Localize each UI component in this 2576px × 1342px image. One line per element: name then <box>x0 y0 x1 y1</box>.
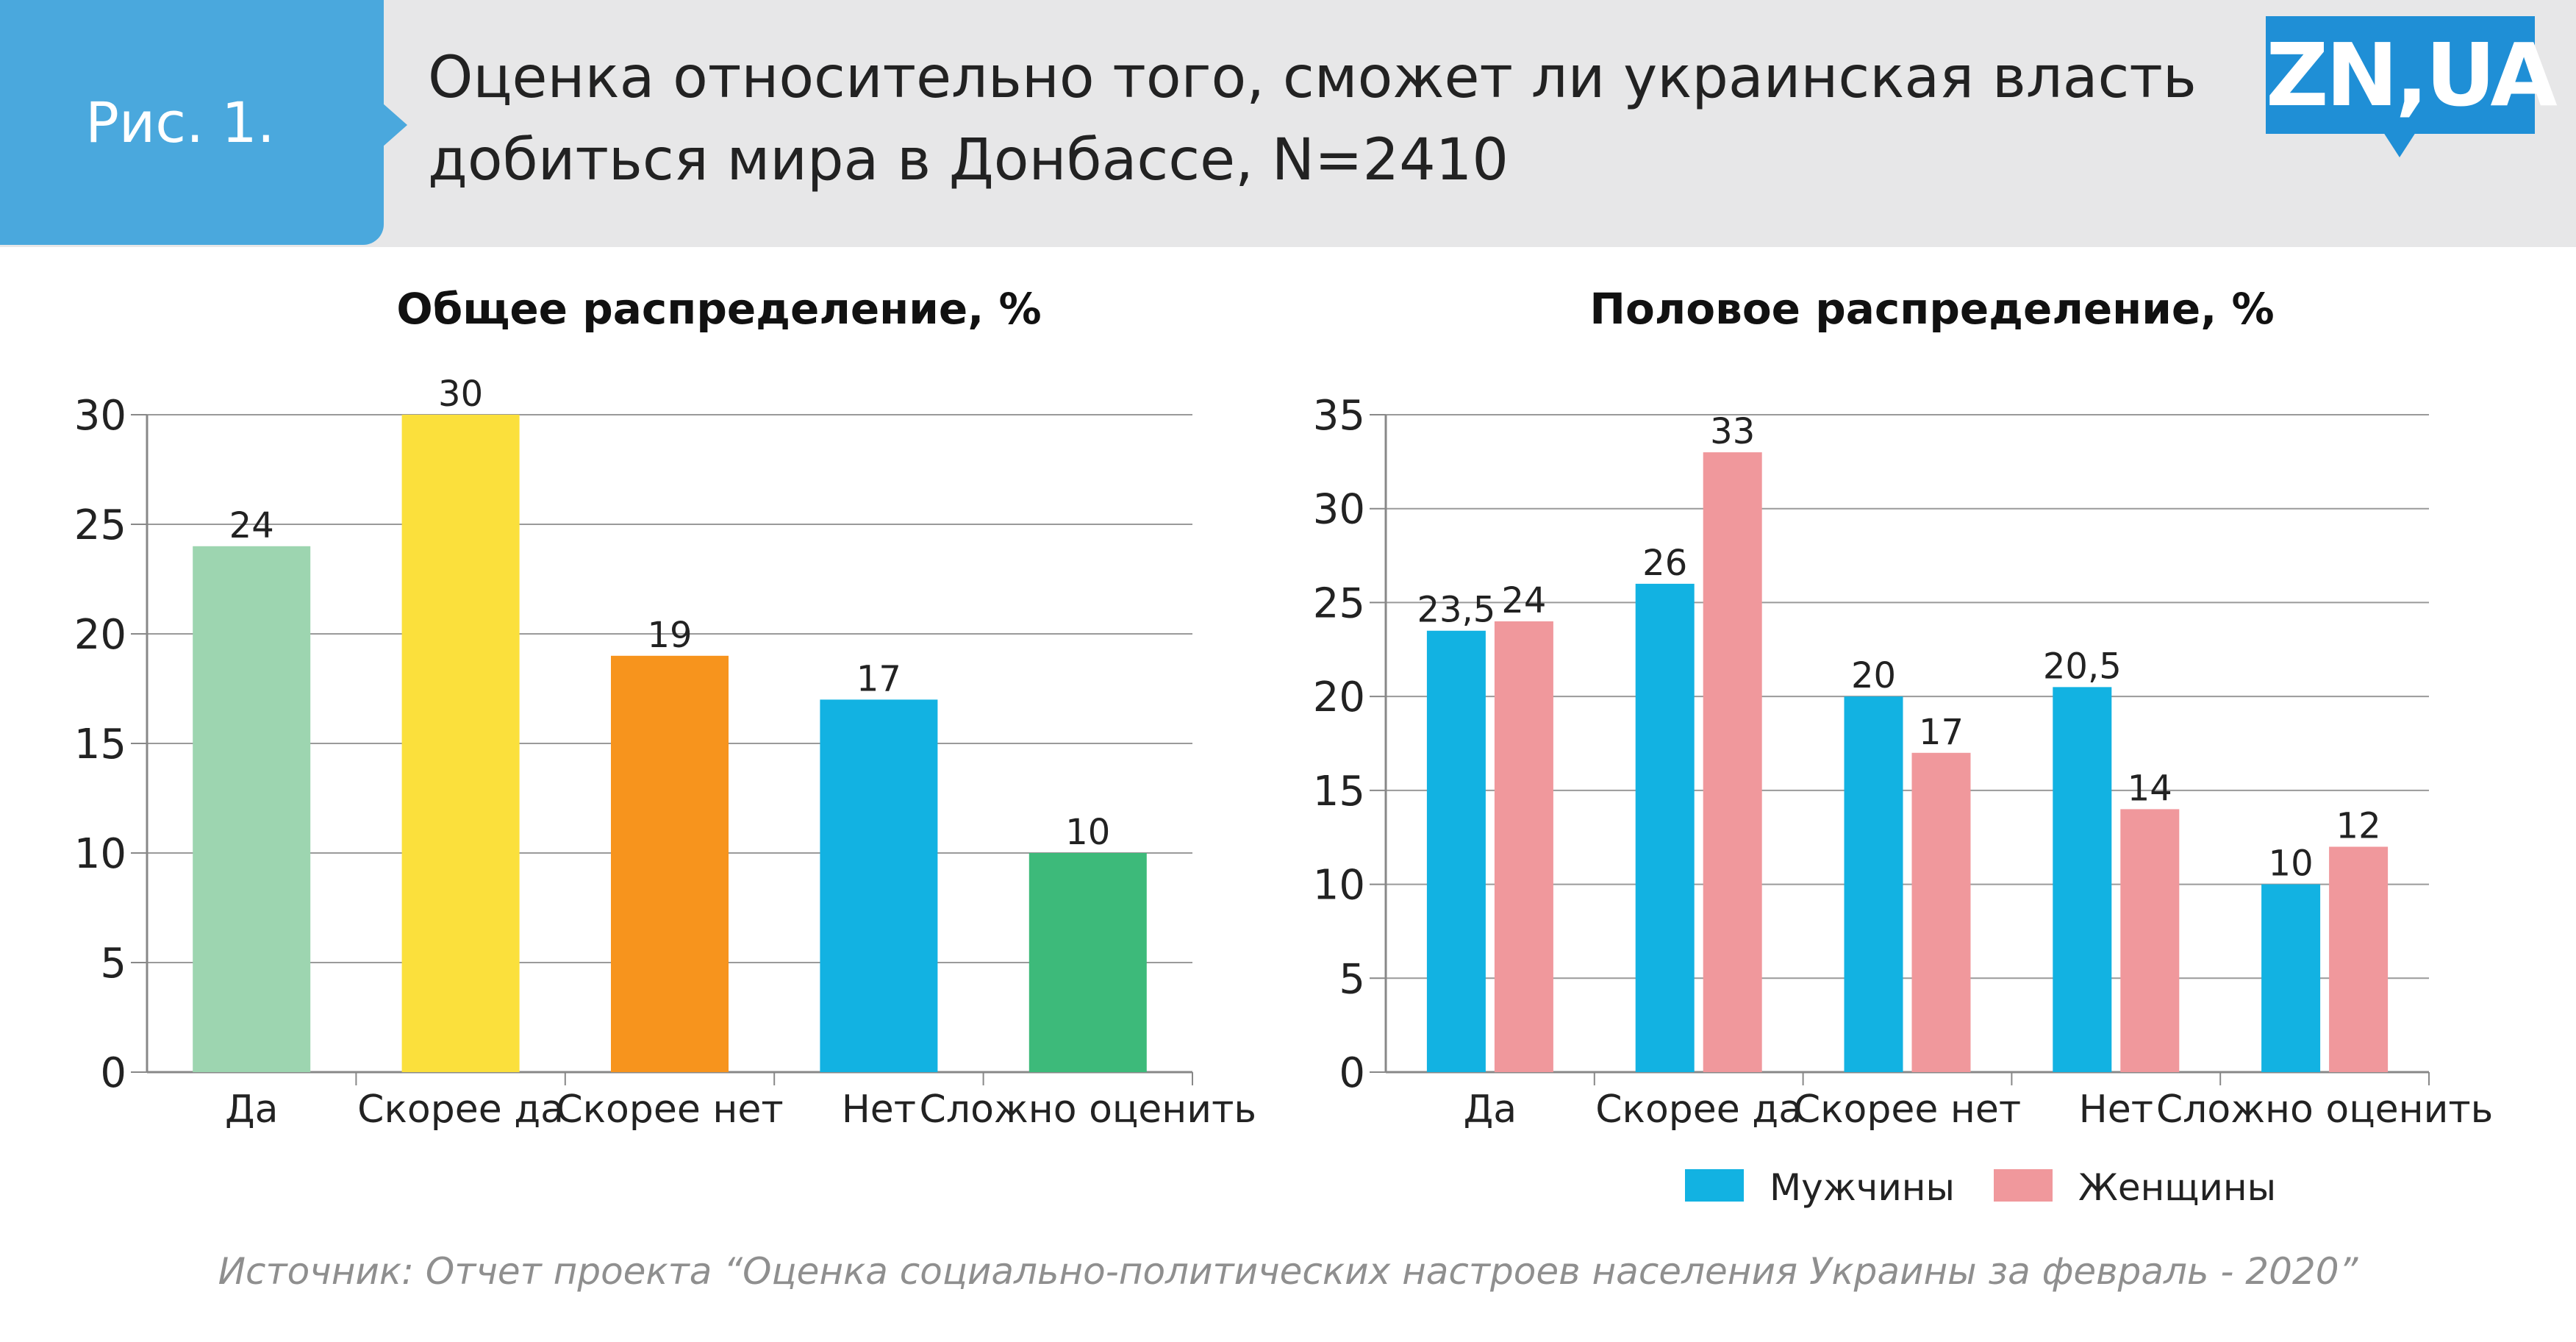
data-label: 20 <box>1851 655 1896 696</box>
y-tick-label: 35 <box>1313 392 1365 440</box>
x-tick-label: Скорее да <box>1595 1088 1802 1132</box>
bar <box>193 546 311 1072</box>
x-tick-label: Да <box>225 1088 279 1132</box>
y-tick-label: 0 <box>1339 1049 1365 1097</box>
x-tick-label: Да <box>1464 1088 1517 1132</box>
title-line-1: Оценка относительно того, сможет ли укра… <box>428 45 2197 111</box>
bar-men <box>2053 687 2112 1072</box>
bar-women <box>2329 846 2389 1072</box>
data-label: 20,5 <box>2043 646 2122 687</box>
y-tick-label: 10 <box>1313 862 1365 910</box>
x-tick-label: Скорее нет <box>1794 1088 2021 1132</box>
data-label: 10 <box>1065 812 1110 853</box>
y-tick-label: 10 <box>74 830 126 878</box>
bar-women <box>1911 752 1971 1072</box>
bar <box>611 655 729 1072</box>
x-tick-label: Нет <box>2079 1088 2153 1132</box>
bar-men <box>1426 630 1486 1072</box>
y-tick-label: 0 <box>100 1049 126 1097</box>
x-tick-label: Скорее нет <box>556 1088 783 1132</box>
figure-label: Рис. 1. <box>85 90 275 155</box>
y-tick-label: 25 <box>74 502 126 549</box>
y-tick-label: 15 <box>1313 768 1365 815</box>
logo-text: ZN,UA <box>2266 24 2558 126</box>
title-line-2: добиться мира в Донбассе, N=2410 <box>428 127 1509 193</box>
legend-label: Мужчины <box>1770 1166 1955 1209</box>
data-label: 14 <box>2128 768 2172 809</box>
legend-swatch <box>1994 1169 2053 1202</box>
x-tick-label: Скорее да <box>357 1088 564 1132</box>
x-tick-label: Сложно оценить <box>920 1088 1256 1132</box>
chart-title: Половое распределение, % <box>1589 284 2274 334</box>
data-label: 23,5 <box>1417 590 1495 631</box>
bar <box>820 699 938 1072</box>
y-tick-label: 20 <box>74 611 126 659</box>
bar-men <box>1635 583 1695 1072</box>
header-bar <box>0 0 2576 247</box>
legend-swatch <box>1685 1169 1744 1202</box>
data-label: 17 <box>856 658 901 699</box>
y-tick-label: 30 <box>74 392 126 440</box>
data-label: 24 <box>1501 580 1546 621</box>
source-note: Источник: Отчет проекта “Оценка социальн… <box>218 1250 2358 1293</box>
chart-main-title: Оценка относительно того, сможет ли укра… <box>428 37 2197 201</box>
data-label: 26 <box>1642 543 1687 584</box>
legend-label: Женщины <box>2078 1166 2276 1209</box>
y-tick-label: 25 <box>1313 579 1365 627</box>
y-tick-label: 15 <box>74 721 126 768</box>
bar-men <box>2261 884 2321 1072</box>
gender-distribution-chart: Половое распределение, % 0 5 10 15 20 25 30 35 Да… <box>1313 284 2494 1209</box>
bar <box>401 415 520 1072</box>
data-label: 10 <box>2269 843 2314 885</box>
zn-ua-logo: ZN,UA <box>2266 16 2558 157</box>
y-tick-label: 30 <box>1313 486 1365 534</box>
x-tick-label: Нет <box>842 1088 916 1132</box>
data-label: 33 <box>1710 411 1755 452</box>
y-tick-label: 5 <box>100 940 126 988</box>
bar <box>1028 853 1147 1072</box>
data-label: 17 <box>1919 712 1964 753</box>
figure-badge: Рис. 1. <box>0 0 407 245</box>
bar-men <box>1844 696 1903 1072</box>
data-label: 30 <box>438 374 483 415</box>
chart-title: Общее распределение, % <box>396 284 1041 334</box>
overall-distribution-chart: Общее распределение, % 0 5 10 15 20 25 30 Да Скор… <box>74 284 1256 1132</box>
x-tick-label: Сложно оценить <box>2156 1088 2493 1132</box>
bar-women <box>1494 621 1553 1072</box>
data-label: 12 <box>2336 805 2381 846</box>
y-tick-label: 5 <box>1339 955 1365 1003</box>
y-tick-label: 20 <box>1313 674 1365 721</box>
bar-women <box>1703 452 1762 1072</box>
data-label: 19 <box>647 615 692 656</box>
data-label: 24 <box>229 505 274 546</box>
bar-women <box>2120 809 2180 1072</box>
